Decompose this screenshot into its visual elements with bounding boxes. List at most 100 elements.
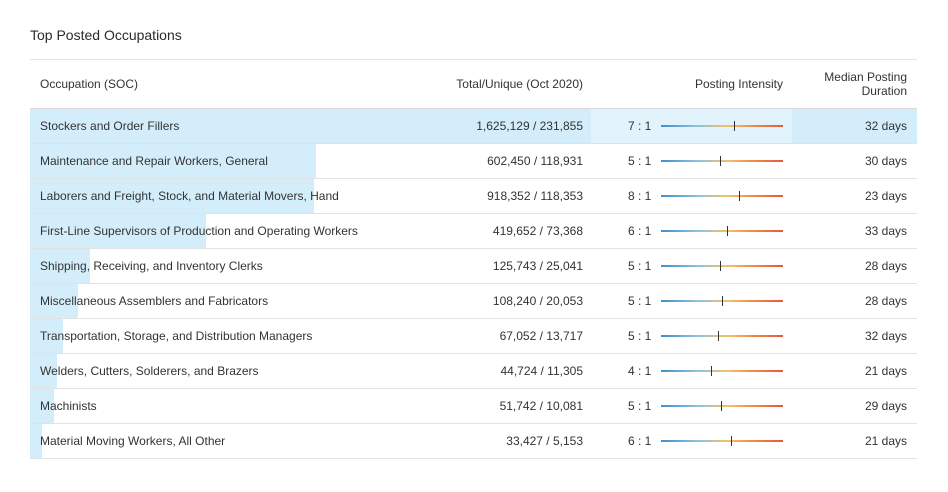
median-duration-value: 21 days <box>864 364 907 378</box>
total-unique-value: 51,742 / 10,081 <box>499 399 583 413</box>
posting-intensity-ratio: 5 : 1 <box>628 329 652 343</box>
gauge-track <box>661 160 783 162</box>
posting-intensity-gauge <box>661 226 783 236</box>
total-unique-value: 108,240 / 20,053 <box>492 294 583 308</box>
volume-bar <box>30 319 63 353</box>
posting-intensity-ratio: 7 : 1 <box>628 119 652 133</box>
table-row[interactable]: Machinists 51,742 / 10,081 5 : 1 29 days <box>30 389 917 424</box>
table-row[interactable]: Laborers and Freight, Stock, and Materia… <box>30 179 917 214</box>
median-duration-cell: 33 days <box>792 214 917 248</box>
table-body: Stockers and Order Fillers 1,625,129 / 23… <box>30 109 917 459</box>
volume-bar <box>30 284 78 318</box>
table-row[interactable]: Stockers and Order Fillers 1,625,129 / 23… <box>30 109 917 144</box>
posting-intensity-gauge <box>661 296 783 306</box>
median-duration-cell: 29 days <box>792 389 917 423</box>
table-row[interactable]: Miscellaneous Assemblers and Fabricators… <box>30 284 917 319</box>
column-header-total-unique[interactable]: Total/Unique (Oct 2020) <box>456 77 583 91</box>
median-duration-cell: 21 days <box>792 424 917 458</box>
median-duration-value: 28 days <box>864 294 907 308</box>
median-duration-cell: 32 days <box>792 319 917 353</box>
occupation-name[interactable]: Stockers and Order Fillers <box>40 119 180 133</box>
total-unique-value: 1,625,129 / 231,855 <box>476 119 583 133</box>
median-header-line2: Duration <box>861 84 907 98</box>
posting-intensity-ratio: 5 : 1 <box>628 259 652 273</box>
gauge-marker <box>718 331 719 341</box>
median-duration-value: 23 days <box>864 189 907 203</box>
posting-intensity-gauge <box>661 191 783 201</box>
gauge-track <box>661 195 783 197</box>
occupation-name[interactable]: Machinists <box>40 399 97 413</box>
gauge-marker <box>720 261 721 271</box>
gauge-marker <box>739 191 740 201</box>
posting-intensity-gauge <box>661 436 783 446</box>
table-row[interactable]: Material Moving Workers, All Other 33,427… <box>30 424 917 459</box>
median-duration-cell: 21 days <box>792 354 917 388</box>
occupation-name[interactable]: Shipping, Receiving, and Inventory Clerk… <box>40 259 263 273</box>
posting-intensity-gauge <box>661 261 783 271</box>
posting-intensity-gauge <box>661 366 783 376</box>
gauge-marker <box>731 436 732 446</box>
volume-bar <box>30 249 90 283</box>
gauge-track <box>661 370 783 372</box>
gauge-track <box>661 230 783 232</box>
volume-bar <box>30 144 316 178</box>
posting-intensity-ratio: 6 : 1 <box>628 434 652 448</box>
column-header-occupation[interactable]: Occupation (SOC) <box>40 77 139 91</box>
volume-bar <box>30 179 314 213</box>
median-duration-cell: 32 days <box>792 109 917 143</box>
table-row[interactable]: Transportation, Storage, and Distributio… <box>30 319 917 354</box>
occupation-name[interactable]: Material Moving Workers, All Other <box>40 434 226 448</box>
occupation-name[interactable]: Miscellaneous Assemblers and Fabricators <box>40 294 269 308</box>
posting-intensity-gauge <box>661 401 783 411</box>
gauge-marker <box>722 296 723 306</box>
table-row[interactable]: Shipping, Receiving, and Inventory Clerk… <box>30 249 917 284</box>
posting-intensity-ratio: 8 : 1 <box>628 189 652 203</box>
column-header-posting-intensity[interactable]: Posting Intensity <box>694 77 783 91</box>
gauge-track <box>661 440 783 442</box>
gauge-marker <box>734 121 735 131</box>
occupation-name[interactable]: Laborers and Freight, Stock, and Materia… <box>40 189 339 203</box>
total-unique-value: 918,352 / 118,353 <box>487 189 583 203</box>
table-row[interactable]: First-Line Supervisors of Production and… <box>30 214 917 249</box>
volume-bar <box>30 389 54 423</box>
gauge-track <box>661 335 783 337</box>
median-duration-value: 28 days <box>864 259 907 273</box>
header-top-divider <box>30 59 917 60</box>
posting-intensity-gauge <box>661 121 783 131</box>
table-row[interactable]: Welders, Cutters, Solderers, and Brazers… <box>30 354 917 389</box>
posting-intensity-ratio: 5 : 1 <box>628 399 652 413</box>
posting-intensity-ratio: 5 : 1 <box>628 154 652 168</box>
total-unique-value: 602,450 / 118,931 <box>487 154 583 168</box>
volume-bar <box>30 109 591 143</box>
volume-bar <box>30 424 42 458</box>
gauge-track <box>661 125 783 127</box>
table-row[interactable]: Maintenance and Repair Workers, General 6… <box>30 144 917 179</box>
gauge-marker <box>721 401 722 411</box>
median-duration-value: 30 days <box>864 154 907 168</box>
gauge-marker <box>720 156 721 166</box>
median-duration-cell: 28 days <box>792 249 917 283</box>
posting-intensity-gauge <box>661 156 783 166</box>
median-duration-cell: 28 days <box>792 284 917 318</box>
column-header-median-duration[interactable]: Median Posting Duration <box>824 70 907 98</box>
median-duration-value: 32 days <box>864 119 907 133</box>
occupation-name[interactable]: Maintenance and Repair Workers, General <box>40 154 268 168</box>
gauge-marker <box>711 366 712 376</box>
median-duration-value: 29 days <box>864 399 907 413</box>
posting-intensity-ratio: 5 : 1 <box>628 294 652 308</box>
volume-bar <box>30 214 206 248</box>
card-title: Top Posted Occupations <box>30 27 182 43</box>
occupation-name[interactable]: Transportation, Storage, and Distributio… <box>40 329 313 343</box>
occupation-name[interactable]: First-Line Supervisors of Production and… <box>40 224 358 238</box>
posting-intensity-ratio: 4 : 1 <box>628 364 652 378</box>
median-duration-value: 33 days <box>864 224 907 238</box>
header-bottom-divider <box>30 108 917 109</box>
total-unique-value: 125,743 / 25,041 <box>492 259 583 273</box>
total-unique-value: 33,427 / 5,153 <box>506 434 583 448</box>
gauge-marker <box>727 226 728 236</box>
median-duration-cell: 30 days <box>792 144 917 178</box>
occupation-name[interactable]: Welders, Cutters, Solderers, and Brazers <box>40 364 259 378</box>
total-unique-value: 44,724 / 11,305 <box>500 364 583 378</box>
median-duration-value: 21 days <box>864 434 907 448</box>
median-header-line1: Median Posting <box>824 70 907 84</box>
